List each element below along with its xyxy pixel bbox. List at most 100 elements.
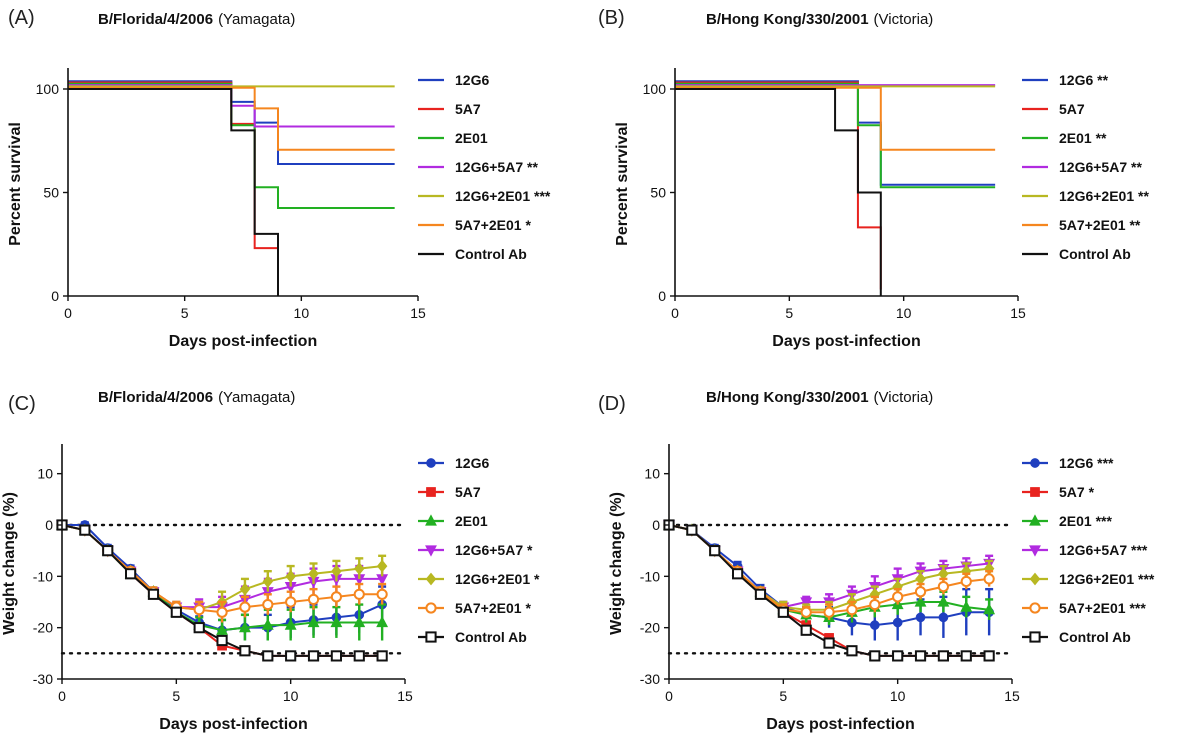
chart-panel-d: (D) B/Hong Kong/330/2001 (Victoria) 0 5 10 15 -… (598, 389, 1155, 733)
y-tick-label: 0 (658, 288, 666, 304)
x-tick-label: 5 (181, 305, 189, 321)
panel-label: (C) (8, 393, 36, 415)
data-point (307, 593, 320, 606)
data-point (330, 615, 343, 628)
panel-title-lineage: (Victoria) (874, 11, 934, 28)
y-tick-label: -10 (640, 568, 660, 584)
legend-label-12g6-2e01: 12G6+2E01 ** (1059, 188, 1149, 204)
data-point (869, 620, 880, 630)
legend-label-5a7-2e01: 5A7+2E01 ** (1059, 217, 1141, 233)
data-point (79, 524, 91, 536)
legend-label-12g6-5a7: 12G6+5A7 ** (455, 159, 538, 175)
panel-title-strain: B/Florida/4/2006 (98, 11, 213, 28)
data-point (330, 650, 342, 662)
series-control-ab (56, 519, 388, 662)
panel-title-lineage: (Victoria) (874, 389, 934, 406)
data-point (262, 598, 274, 611)
survival-line-control-ab (68, 88, 279, 296)
data-point (983, 650, 995, 662)
data-point (307, 615, 320, 628)
x-tick-label: 10 (890, 688, 906, 704)
data-point (261, 618, 274, 630)
survival-line-5a7 (675, 81, 882, 290)
survival-line-12g6 (675, 80, 996, 186)
data-point (285, 650, 297, 662)
legend-label-2e01: 2E01 (455, 513, 488, 529)
data-point (754, 588, 767, 600)
legend-label-12g6-5a7: 12G6+5A7 * (455, 542, 533, 558)
data-point (983, 573, 995, 585)
y-tick-label: -20 (640, 620, 660, 636)
legend-marker-control-ab (1029, 631, 1041, 643)
data-point (330, 591, 342, 603)
data-point (284, 618, 297, 630)
data-point (216, 606, 228, 618)
data-point (914, 595, 927, 607)
x-tick-label: 10 (896, 305, 912, 321)
data-point (376, 588, 388, 600)
panel-title-lineage: (Yamagata) (218, 389, 295, 406)
chart-panel-b: (B) B/Hong Kong/330/2001 (Victoria) 0 5 10 15 0… (598, 7, 1149, 350)
legend-label-5a7-2e01: 5A7+2E01 * (455, 600, 531, 616)
legend-label-12g6-2e01: 12G6+2E01 *** (1059, 571, 1155, 587)
x-axis-label: Days post-infection (772, 333, 920, 350)
data-point (170, 606, 182, 618)
data-point (983, 603, 996, 615)
data-point (376, 559, 388, 573)
panel-title-lineage: (Yamagata) (218, 11, 295, 28)
y-axis-label: Percent survival (7, 122, 24, 246)
legend-marker-5a7-2e01 (425, 602, 437, 614)
data-point (239, 620, 251, 633)
x-tick-label: 10 (294, 305, 310, 321)
data-point (960, 600, 973, 612)
legend-label-5a7-2e01: 5A7+2E01 *** (1059, 600, 1146, 616)
legend-marker-5a7 (426, 487, 436, 497)
legend-label-12g6: 12G6 (455, 72, 489, 88)
legend-label-control-ab: Control Ab (455, 246, 527, 262)
legend-marker-control-ab (425, 631, 437, 643)
x-tick-label: 15 (1004, 688, 1020, 704)
legend-label-control-ab: Control Ab (455, 629, 527, 645)
x-tick-label: 15 (410, 305, 426, 321)
y-tick-label: 0 (45, 517, 53, 533)
legend-label-12g6-2e01: 12G6+2E01 *** (455, 188, 551, 204)
x-tick-label: 0 (665, 688, 673, 704)
panel-title: B/Florida/4/2006 (Yamagata) (98, 11, 295, 28)
data-point (892, 650, 904, 662)
legend-marker-12g6-5a7 (425, 545, 437, 557)
x-tick-label: 5 (172, 688, 180, 704)
panel-label: (A) (8, 7, 35, 29)
data-point (193, 622, 205, 634)
data-point (376, 650, 388, 662)
data-point (869, 650, 881, 662)
data-point (102, 545, 114, 557)
y-tick-label: -30 (33, 671, 53, 687)
legend-label-5a7: 5A7 (1059, 101, 1085, 117)
data-point (239, 582, 251, 596)
y-tick-label: 100 (36, 81, 60, 97)
panel-title-strain: B/Hong Kong/330/2001 (706, 11, 869, 28)
y-tick-label: -30 (640, 671, 660, 687)
data-point (307, 650, 320, 662)
legend-marker-12g6-2e01 (1029, 572, 1041, 586)
panel-title: B/Hong Kong/330/2001 (Victoria) (706, 11, 933, 28)
panel-title: B/Hong Kong/330/2001 (Victoria) (706, 389, 933, 406)
data-point (285, 596, 297, 608)
data-point (353, 588, 365, 600)
x-tick-label: 5 (785, 305, 793, 321)
data-point (147, 588, 160, 600)
y-tick-label: 0 (51, 288, 59, 304)
data-point (800, 597, 813, 609)
data-point (914, 586, 927, 598)
survival-line-5a7-2e01 (68, 86, 395, 151)
y-tick-label: 50 (43, 185, 59, 201)
y-tick-label: 10 (644, 466, 660, 482)
data-point (800, 606, 812, 618)
data-point (193, 604, 205, 616)
x-axis-label: Days post-infection (159, 716, 307, 733)
legend-marker-2e01 (1029, 514, 1041, 526)
legend-label-12g6: 12G6 ** (1059, 72, 1109, 88)
legend-label-12g6-2e01: 12G6+2E01 * (455, 571, 540, 587)
legend-label-5a7: 5A7 (455, 101, 481, 117)
